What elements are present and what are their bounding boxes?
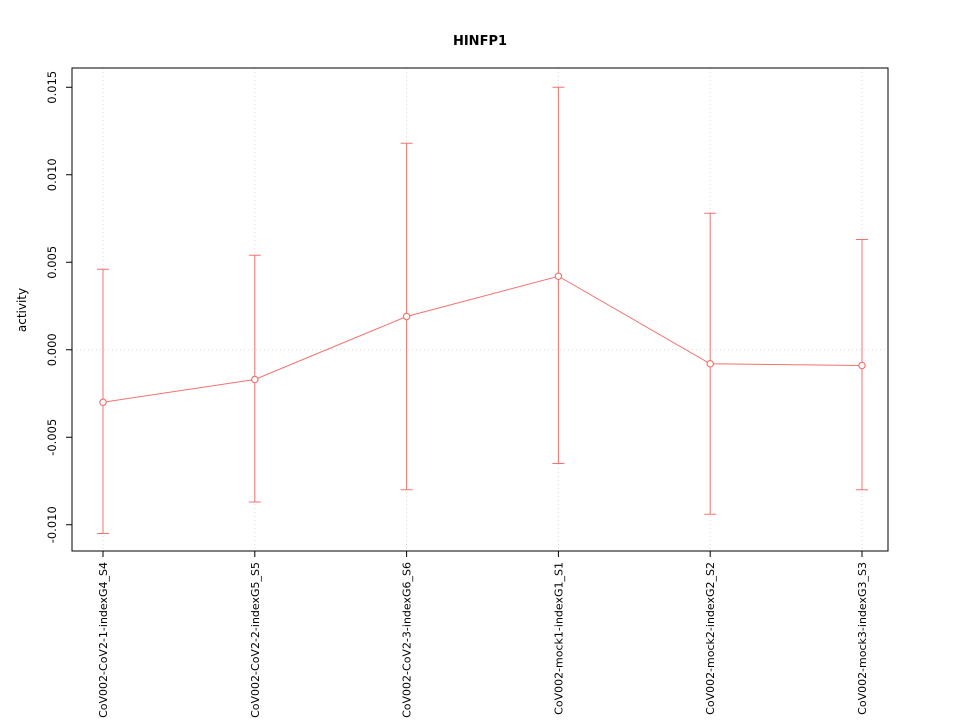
data-point <box>99 398 107 407</box>
data-point <box>251 375 259 384</box>
data-point <box>706 359 715 368</box>
y-tick-label: -0.005 <box>45 419 59 456</box>
plot-border <box>71 67 889 552</box>
error-bars <box>97 86 868 534</box>
series-line <box>102 275 863 403</box>
x-tick-label: CoV002-CoV2-1-indexG4_S4 <box>97 562 110 718</box>
data-point <box>858 361 866 370</box>
y-tick-label: -0.010 <box>45 506 59 543</box>
x-tick-label: CoV002-CoV2-2-indexG5_S5 <box>249 562 262 718</box>
gridlines <box>72 68 888 551</box>
data-point <box>554 272 563 281</box>
y-tick-label: 0.015 <box>45 71 59 104</box>
x-tick-label: CoV002-mock1-indexG1_S1 <box>552 562 565 715</box>
y-tick-label: 0.010 <box>45 158 59 191</box>
x-tick-label: CoV002-CoV2-3-indexG6_S6 <box>401 562 414 718</box>
chart-title: HINFP1 <box>452 34 508 49</box>
y-tick-label: 0.005 <box>45 246 59 279</box>
data-points <box>99 272 866 407</box>
y-axis: -0.010 -0.005 0.000 0.005 0.010 0.015 <box>45 71 72 543</box>
x-tick-label: CoV002-mock3-indexG3_S3 <box>856 562 869 715</box>
y-tick-label: 0.000 <box>45 333 59 366</box>
x-axis: CoV002-CoV2-1-indexG4_S4 CoV002-CoV2-2-in… <box>97 551 869 718</box>
data-point <box>402 312 411 321</box>
x-tick-label: CoV002-mock2-indexG2_S2 <box>704 562 717 715</box>
